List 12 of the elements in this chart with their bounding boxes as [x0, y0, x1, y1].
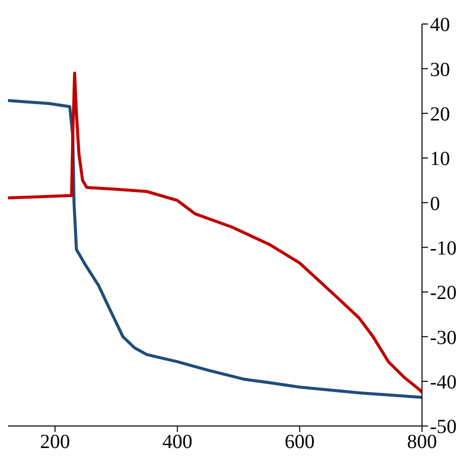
- x-tick-label: 600: [284, 431, 315, 454]
- y-tick-label: -40: [430, 371, 457, 394]
- y-tick-label: 30: [430, 58, 450, 81]
- y-tick-label: 40: [430, 14, 450, 36]
- y-tick-label: -10: [430, 237, 457, 260]
- y-tick-label: 10: [430, 148, 450, 170]
- y-tick-label: 20: [430, 103, 450, 126]
- y-tick-label: -20: [430, 282, 457, 304]
- x-tick-label: 400: [162, 431, 192, 454]
- y-tick-label: -30: [430, 326, 457, 349]
- y-tick-label: 0: [430, 192, 440, 215]
- x-tick-label: 200: [40, 431, 70, 454]
